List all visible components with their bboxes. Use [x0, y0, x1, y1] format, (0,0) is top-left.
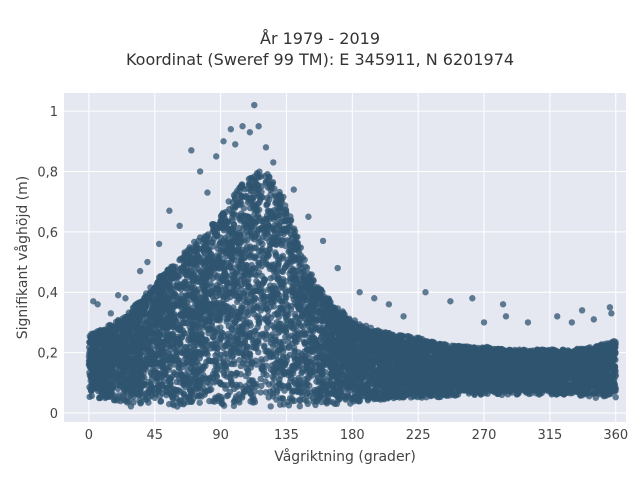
scatter-point — [237, 362, 244, 370]
scatter-point — [298, 322, 305, 329]
scatter-point — [612, 394, 619, 401]
scatter-point — [196, 399, 203, 406]
scatter-point — [267, 403, 274, 410]
scatter-point — [277, 401, 284, 408]
scatter-point — [157, 397, 165, 405]
scatter-point — [262, 389, 270, 396]
scatter-point — [257, 375, 264, 383]
scatter-point — [86, 393, 93, 401]
scatter-point — [269, 362, 276, 369]
chart-title-line-2: Koordinat (Sweref 99 TM): E 345911, N 62… — [125, 50, 515, 69]
chart-title-line-1: År 1979 - 2019 — [260, 29, 380, 48]
scatter-point — [263, 201, 271, 208]
scatter-points — [85, 101, 619, 410]
